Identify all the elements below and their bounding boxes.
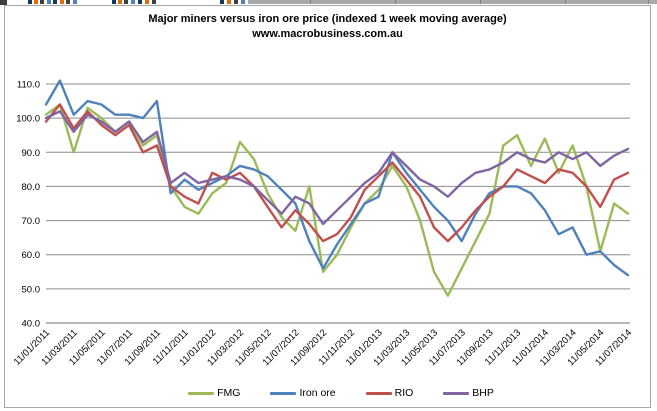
y-tick-label: 80.0 <box>22 182 41 193</box>
plot-area: 110.0100.090.080.070.060.050.040.011/01/… <box>12 79 634 368</box>
series-line-rio[interactable] <box>44 103 630 243</box>
legend-label: Iron ore <box>299 387 336 399</box>
toolbar-separator <box>565 0 566 4</box>
toolbar-icon-fragment <box>220 0 224 4</box>
legend-label: RIO <box>394 387 414 399</box>
legend-line-swatch <box>270 391 297 395</box>
legend-item-bhp[interactable]: BHP <box>443 387 494 399</box>
legend-item-iron-ore[interactable]: Iron ore <box>270 387 336 399</box>
toolbar-icon-fragment <box>234 0 238 4</box>
legend-label: BHP <box>472 387 494 399</box>
toolbar-icon-fragment <box>73 0 77 4</box>
toolbar-separator <box>395 0 396 4</box>
chart-frame[interactable]: Major miners versus iron ore price (inde… <box>4 5 651 408</box>
y-tick-label: 110.0 <box>17 80 40 91</box>
y-tick-label: 60.0 <box>22 250 41 261</box>
toolbar-icon-fragment <box>124 0 128 4</box>
chart-subtitle: www.macrobusiness.com.au <box>252 28 403 40</box>
y-tick-label: 90.0 <box>22 148 41 159</box>
toolbar-separator <box>648 0 649 4</box>
toolbar-icon-fragment <box>131 0 135 4</box>
series-line-bhp[interactable] <box>44 110 630 226</box>
legend-item-fmg[interactable]: FMG <box>188 387 240 399</box>
y-tick-label: 70.0 <box>22 216 41 227</box>
y-tick-label: 50.0 <box>22 284 41 295</box>
toolbar-icon-fragment <box>145 0 149 4</box>
toolbar-graybar <box>248 0 657 4</box>
y-tick-label: 100.0 <box>16 114 40 125</box>
toolbar-sliver-left-block <box>0 0 7 5</box>
toolbar-icon-fragment <box>112 0 116 4</box>
toolbar-icon-fragment <box>47 0 51 4</box>
legend-line-swatch <box>188 391 215 395</box>
toolbar-icon-fragment <box>60 0 64 4</box>
toolbar-sliver <box>0 0 657 5</box>
legend-label: FMG <box>217 387 241 399</box>
toolbar-icon-fragment <box>53 0 57 4</box>
toolbar-icon-fragment <box>66 0 70 4</box>
toolbar-icon-fragment <box>40 0 44 4</box>
legend: FMG Iron ore RIO BHP <box>50 384 632 402</box>
toolbar-icon-fragment <box>241 0 245 4</box>
toolbar-icon-fragment <box>118 0 122 4</box>
toolbar-icon-fragment <box>138 0 142 4</box>
series-line-fmg[interactable] <box>44 103 630 297</box>
legend-line-swatch <box>443 391 470 395</box>
legend-line-swatch <box>365 391 392 395</box>
y-tick-label: 40.0 <box>22 319 41 330</box>
toolbar-icon-fragment <box>28 0 32 4</box>
toolbar-icon-fragment <box>34 0 38 4</box>
chart-title: Major miners versus iron ore price (inde… <box>148 13 507 25</box>
toolbar-separator <box>310 0 311 4</box>
series-line-iron-ore[interactable] <box>44 79 630 277</box>
toolbar-separator <box>480 0 481 4</box>
toolbar-icon-fragment <box>227 0 231 4</box>
legend-item-rio[interactable]: RIO <box>365 387 414 399</box>
toolbar-icon-fragment <box>152 0 156 4</box>
